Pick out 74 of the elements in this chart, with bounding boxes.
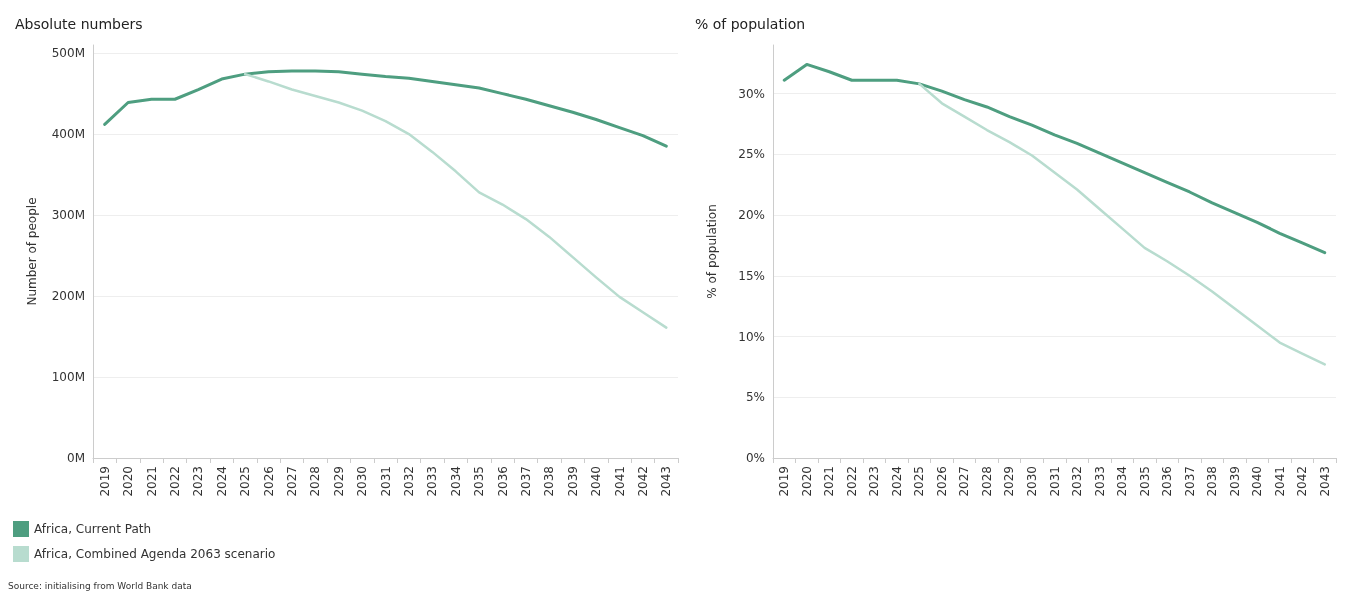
y-axis-title: Number of people xyxy=(25,197,39,306)
x-tick-label: 2022 xyxy=(844,466,859,497)
y-tick-label: 0% xyxy=(745,451,765,465)
y-axis-title: % of population xyxy=(705,204,719,299)
line-series xyxy=(918,82,1326,366)
line-series xyxy=(103,69,668,148)
x-tick-label: 2023 xyxy=(191,466,206,497)
x-tick-label: 2038 xyxy=(1205,466,1220,497)
x-tick-label: 2020 xyxy=(121,466,136,497)
x-tick-label: 2029 xyxy=(1002,466,1017,497)
x-tick-label: 2020 xyxy=(799,466,814,497)
x-tick-label: 2040 xyxy=(1250,466,1265,497)
x-tick-label: 2033 xyxy=(1092,466,1107,497)
x-tick-label: 2041 xyxy=(612,466,627,497)
y-tick-label: 10% xyxy=(738,329,765,344)
x-tick-label: 2034 xyxy=(1115,466,1130,497)
x-tick-label: 2040 xyxy=(589,466,604,497)
line-series xyxy=(782,62,1327,255)
chart-title: Absolute numbers xyxy=(15,16,143,32)
x-tick-label: 2042 xyxy=(1295,466,1310,497)
x-tick-label: 2030 xyxy=(355,466,370,497)
x-tick-label: 2025 xyxy=(238,466,253,497)
x-tick-label: 2032 xyxy=(1070,466,1085,497)
x-tick-label: 2024 xyxy=(214,466,229,497)
x-tick-label: 2037 xyxy=(1182,466,1197,497)
x-tick-label: 2022 xyxy=(167,466,182,497)
x-tick-label: 2041 xyxy=(1272,466,1287,497)
x-tick-label: 2036 xyxy=(1160,466,1175,497)
x-tick-label: 2035 xyxy=(1137,466,1152,497)
y-tick-label: 300M xyxy=(51,208,85,223)
source-note: Source: initialising from World Bank data xyxy=(8,580,192,591)
y-tick-label: 0M xyxy=(67,451,85,465)
x-tick-label: 2043 xyxy=(659,466,674,497)
line-series xyxy=(243,72,668,329)
x-tick-label: 2024 xyxy=(889,466,904,497)
x-tick-label: 2023 xyxy=(867,466,882,497)
x-tick-label: 2042 xyxy=(635,466,650,497)
x-tick-label: 2021 xyxy=(144,466,159,497)
x-tick-label: 2033 xyxy=(425,466,440,497)
x-tick-label: 2027 xyxy=(284,466,299,497)
x-tick-label: 2035 xyxy=(472,466,487,497)
y-tick-label: 15% xyxy=(738,268,765,283)
x-tick-label: 2021 xyxy=(822,466,837,497)
y-tick-label: 20% xyxy=(738,208,765,223)
x-tick-label: 2019 xyxy=(97,466,112,497)
x-tick-label: 2028 xyxy=(979,466,994,497)
y-tick-label: 200M xyxy=(51,289,85,304)
x-tick-label: 2029 xyxy=(331,466,346,497)
x-tick-label: 2027 xyxy=(957,466,972,497)
x-tick-label: 2038 xyxy=(542,466,557,497)
y-tick-label: 5% xyxy=(745,390,765,405)
chart-title: % of population xyxy=(695,16,806,32)
x-tick-label: 2025 xyxy=(912,466,927,497)
legend-label: Africa, Combined Agenda 2063 scenario xyxy=(34,547,276,561)
x-tick-label: 2034 xyxy=(448,466,463,497)
y-tick-label: 25% xyxy=(738,147,765,162)
x-tick-label: 2031 xyxy=(378,466,393,497)
x-tick-label: 2039 xyxy=(1227,466,1242,497)
x-tick-label: 2030 xyxy=(1024,466,1039,497)
x-tick-label: 2026 xyxy=(261,466,276,497)
y-tick-label: 500M xyxy=(51,46,85,61)
x-tick-label: 2043 xyxy=(1317,466,1332,497)
x-tick-label: 2028 xyxy=(308,466,323,497)
legend-label: Africa, Current Path xyxy=(34,522,152,536)
x-tick-label: 2019 xyxy=(777,466,792,497)
y-tick-label: 30% xyxy=(738,86,765,101)
x-tick-label: 2037 xyxy=(518,466,533,497)
y-tick-label: 100M xyxy=(51,370,85,385)
y-tick-label: 400M xyxy=(51,127,85,142)
x-tick-label: 2039 xyxy=(565,466,580,497)
x-tick-label: 2032 xyxy=(401,466,416,497)
x-tick-label: 2026 xyxy=(934,466,949,497)
x-tick-label: 2031 xyxy=(1047,466,1062,497)
x-tick-label: 2036 xyxy=(495,466,510,497)
